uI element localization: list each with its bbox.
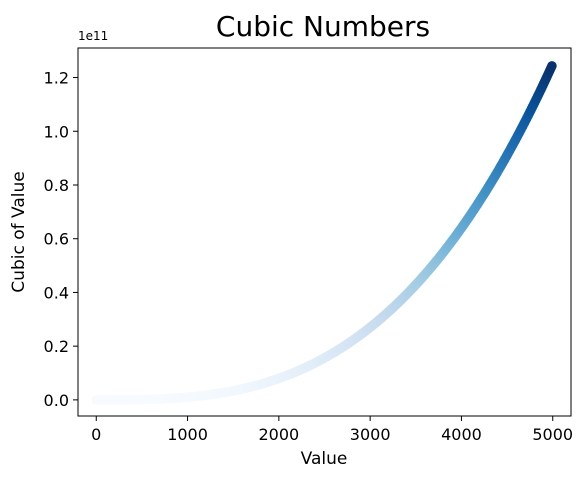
x-tick-label: 0 bbox=[91, 425, 101, 444]
y-tick-label: 0.2 bbox=[44, 337, 69, 356]
x-tick-label: 5000 bbox=[532, 425, 573, 444]
y-axis-offset-label: 1e11 bbox=[78, 29, 108, 43]
x-tick-label: 1000 bbox=[167, 425, 208, 444]
y-axis-label: Cubic of Value bbox=[9, 171, 29, 292]
x-tick-label: 4000 bbox=[441, 425, 482, 444]
x-axis-ticks: 0 1000 2000 3000 4000 5000 bbox=[91, 416, 573, 444]
y-tick-label: 0.4 bbox=[44, 283, 69, 302]
y-tick-label: 1.2 bbox=[44, 69, 69, 88]
chart-title: Cubic Numbers bbox=[216, 10, 430, 43]
plot-frame bbox=[77, 47, 572, 417]
x-tick-label: 3000 bbox=[350, 425, 391, 444]
x-tick-label: 2000 bbox=[258, 425, 299, 444]
scatter-points bbox=[91, 61, 557, 405]
x-axis-label: Value bbox=[301, 449, 348, 469]
y-tick-label: 1.0 bbox=[44, 122, 69, 141]
y-axis-ticks: 0.0 0.2 0.4 0.6 0.8 1.0 1.2 bbox=[44, 69, 78, 410]
y-tick-label: 0.8 bbox=[44, 176, 69, 195]
y-tick-label: 0.0 bbox=[44, 391, 69, 410]
y-tick-label: 0.6 bbox=[44, 230, 69, 249]
scatter-point bbox=[547, 61, 557, 71]
